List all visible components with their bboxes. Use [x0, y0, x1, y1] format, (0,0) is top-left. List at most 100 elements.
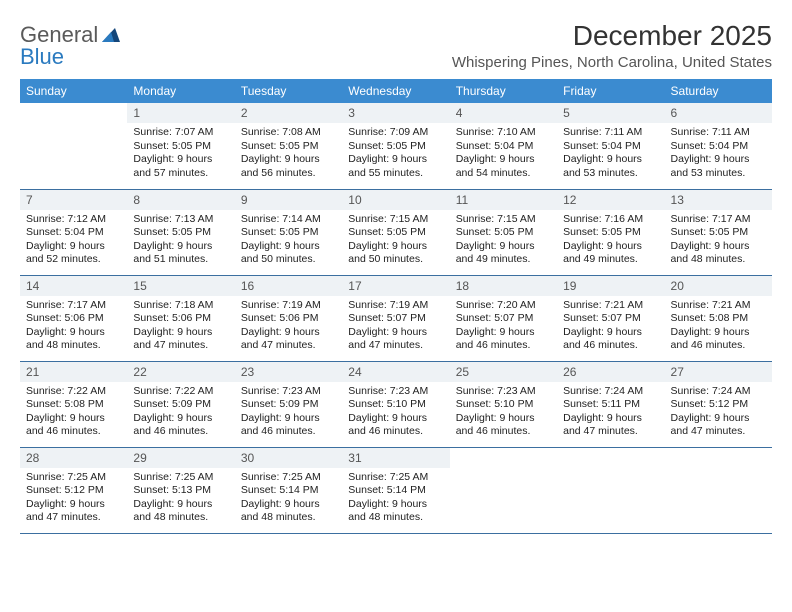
daylight-line: Daylight: 9 hours and 46 minutes.	[26, 412, 105, 438]
day-cell: 5Sunrise: 7:11 AMSunset: 5:04 PMDaylight…	[557, 103, 664, 189]
daylight-line: Daylight: 9 hours and 53 minutes.	[671, 153, 750, 179]
day-cell: 16Sunrise: 7:19 AMSunset: 5:06 PMDayligh…	[235, 275, 342, 361]
day-number: 21	[20, 362, 127, 382]
sunrise-line: Sunrise: 7:13 AM	[133, 213, 213, 225]
daylight-line: Daylight: 9 hours and 46 minutes.	[348, 412, 427, 438]
day-number: 11	[450, 190, 557, 210]
sunrise-line: Sunrise: 7:24 AM	[671, 385, 751, 397]
day-cell: 27Sunrise: 7:24 AMSunset: 5:12 PMDayligh…	[665, 361, 772, 447]
sunset-line: Sunset: 5:05 PM	[133, 226, 211, 238]
col-header: Friday	[557, 79, 664, 103]
calendar-table: SundayMondayTuesdayWednesdayThursdayFrid…	[20, 79, 772, 534]
day-cell: 14Sunrise: 7:17 AMSunset: 5:06 PMDayligh…	[20, 275, 127, 361]
day-cell: 19Sunrise: 7:21 AMSunset: 5:07 PMDayligh…	[557, 275, 664, 361]
day-number: 3	[342, 103, 449, 123]
day-number: 1	[127, 103, 234, 123]
day-body: Sunrise: 7:19 AMSunset: 5:06 PMDaylight:…	[235, 296, 342, 358]
day-body: Sunrise: 7:24 AMSunset: 5:11 PMDaylight:…	[557, 382, 664, 444]
sunset-line: Sunset: 5:04 PM	[563, 140, 641, 152]
day-cell: .	[20, 103, 127, 189]
day-cell: 7Sunrise: 7:12 AMSunset: 5:04 PMDaylight…	[20, 189, 127, 275]
sunrise-line: Sunrise: 7:21 AM	[671, 299, 751, 311]
day-number: 15	[127, 276, 234, 296]
day-cell: 20 Sunrise: 7:21 AMSunset: 5:08 PM Dayligh…	[665, 275, 772, 361]
day-body: Sunrise: 7:25 AMSunset: 5:14 PMDaylight:…	[235, 468, 342, 530]
sunrise-line: Sunrise: 7:25 AM	[133, 471, 213, 483]
day-body: Sunrise: 7:10 AMSunset: 5:04 PMDaylight:…	[450, 123, 557, 185]
col-header: Sunday	[20, 79, 127, 103]
day-body: Sunrise: 7:15 AMSunset: 5:05 PMDaylight:…	[342, 210, 449, 272]
sunset-line: Sunset: 5:05 PM	[241, 140, 319, 152]
sunset-line: Sunset: 5:04 PM	[671, 140, 749, 152]
sunset-line: Sunset: 5:04 PM	[26, 226, 104, 238]
sunrise-line: Sunrise: 7:19 AM	[348, 299, 428, 311]
day-body: Sunrise: 7:21 AMSunset: 5:08 PM Daylight:…	[665, 296, 772, 358]
day-number: 19	[557, 276, 664, 296]
day-number: 22	[127, 362, 234, 382]
day-body: Sunrise: 7:21 AMSunset: 5:07 PMDaylight:…	[557, 296, 664, 358]
day-body: Sunrise: 7:24 AMSunset: 5:12 PMDaylight:…	[665, 382, 772, 444]
day-cell: 11Sunrise: 7:15 AMSunset: 5:05 PMDayligh…	[450, 189, 557, 275]
day-number: 7	[20, 190, 127, 210]
daylight-line: Daylight: 9 hours and 57 minutes.	[133, 153, 212, 179]
week-row: 14Sunrise: 7:17 AMSunset: 5:06 PMDayligh…	[20, 275, 772, 361]
day-body: Sunrise: 7:16 AMSunset: 5:05 PMDaylight:…	[557, 210, 664, 272]
daylight-line: Daylight: 9 hours and 46 minutes.	[456, 412, 535, 438]
day-cell: 4Sunrise: 7:10 AMSunset: 5:04 PMDaylight…	[450, 103, 557, 189]
sunset-line: Sunset: 5:09 PM	[241, 398, 319, 410]
day-body: Sunrise: 7:11 AMSunset: 5:04 PMDaylight:…	[557, 123, 664, 185]
day-cell: 8 Sunrise: 7:13 AMSunset: 5:05 PM Daylight…	[127, 189, 234, 275]
day-body: Sunrise: 7:23 AMSunset: 5:10 PMDaylight:…	[450, 382, 557, 444]
day-body: Sunrise: 7:08 AMSunset: 5:05 PMDaylight:…	[235, 123, 342, 185]
sunrise-line: Sunrise: 7:16 AM	[563, 213, 643, 225]
day-number: 8	[127, 190, 234, 210]
sunset-line: Sunset: 5:07 PM	[456, 312, 534, 324]
daylight-line: Daylight: 9 hours and 47 minutes.	[133, 326, 212, 352]
week-row: 28Sunrise: 7:25 AMSunset: 5:12 PMDayligh…	[20, 447, 772, 533]
day-number: 20	[665, 276, 772, 296]
daylight-line: Daylight: 9 hours and 46 minutes.	[671, 326, 750, 352]
sunset-line: Sunset: 5:08 PM	[671, 312, 749, 324]
day-body: Sunrise: 7:17 AMSunset: 5:06 PMDaylight:…	[20, 296, 127, 358]
sunset-line: Sunset: 5:06 PM	[241, 312, 319, 324]
sunrise-line: Sunrise: 7:25 AM	[348, 471, 428, 483]
day-number: 18	[450, 276, 557, 296]
day-cell: 22Sunrise: 7:22 AMSunset: 5:09 PMDayligh…	[127, 361, 234, 447]
day-cell: 30Sunrise: 7:25 AMSunset: 5:14 PMDayligh…	[235, 447, 342, 533]
sunrise-line: Sunrise: 7:15 AM	[456, 213, 536, 225]
sunset-line: Sunset: 5:06 PM	[26, 312, 104, 324]
week-row: 21Sunrise: 7:22 AMSunset: 5:08 PMDayligh…	[20, 361, 772, 447]
day-body: Sunrise: 7:23 AMSunset: 5:10 PMDaylight:…	[342, 382, 449, 444]
day-body: Sunrise: 7:18 AMSunset: 5:06 PMDaylight:…	[127, 296, 234, 358]
sunrise-line: Sunrise: 7:11 AM	[671, 126, 750, 138]
daylight-line: Daylight: 9 hours and 51 minutes.	[133, 240, 212, 266]
day-number: 9	[235, 190, 342, 210]
day-cell: 1Sunrise: 7:07 AMSunset: 5:05 PMDaylight…	[127, 103, 234, 189]
day-body: Sunrise: 7:17 AMSunset: 5:05 PMDaylight:…	[665, 210, 772, 272]
sunrise-line: Sunrise: 7:18 AM	[133, 299, 213, 311]
brand-part2: Blue	[20, 44, 64, 70]
sunrise-line: Sunrise: 7:22 AM	[133, 385, 213, 397]
daylight-line: Daylight: 9 hours and 47 minutes.	[348, 326, 427, 352]
week-row: 7Sunrise: 7:12 AMSunset: 5:04 PMDaylight…	[20, 189, 772, 275]
daylight-line: Daylight: 9 hours and 50 minutes.	[241, 240, 320, 266]
day-cell: 24Sunrise: 7:23 AMSunset: 5:10 PMDayligh…	[342, 361, 449, 447]
sunrise-line: Sunrise: 7:14 AM	[241, 213, 321, 225]
day-cell: .	[665, 447, 772, 533]
day-cell: 21Sunrise: 7:22 AMSunset: 5:08 PMDayligh…	[20, 361, 127, 447]
day-body: Sunrise: 7:25 AMSunset: 5:12 PMDaylight:…	[20, 468, 127, 530]
col-header: Wednesday	[342, 79, 449, 103]
sunset-line: Sunset: 5:05 PM	[241, 226, 319, 238]
sunrise-line: Sunrise: 7:23 AM	[348, 385, 428, 397]
sunset-line: Sunset: 5:07 PM	[563, 312, 641, 324]
day-body: Sunrise: 7:12 AMSunset: 5:04 PMDaylight:…	[20, 210, 127, 272]
week-row: .1Sunrise: 7:07 AMSunset: 5:05 PMDayligh…	[20, 103, 772, 189]
day-number: 13	[665, 190, 772, 210]
day-number: 26	[557, 362, 664, 382]
day-cell: 29Sunrise: 7:25 AMSunset: 5:13 PMDayligh…	[127, 447, 234, 533]
sunrise-line: Sunrise: 7:08 AM	[241, 126, 321, 138]
day-body: Sunrise: 7:07 AMSunset: 5:05 PMDaylight:…	[127, 123, 234, 185]
day-cell: 18Sunrise: 7:20 AMSunset: 5:07 PMDayligh…	[450, 275, 557, 361]
col-header: Monday	[127, 79, 234, 103]
day-body: Sunrise: 7:09 AMSunset: 5:05 PMDaylight:…	[342, 123, 449, 185]
